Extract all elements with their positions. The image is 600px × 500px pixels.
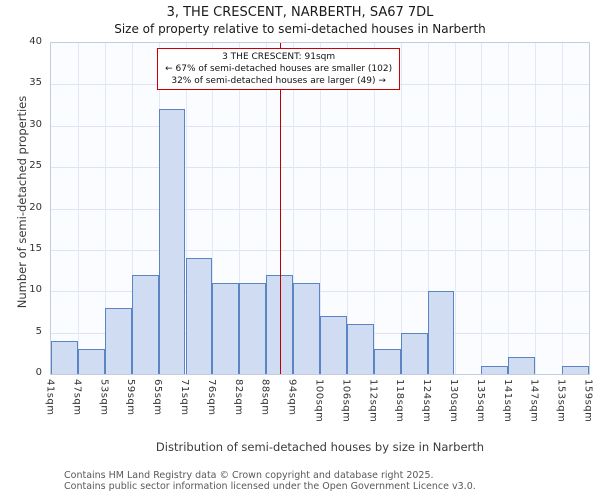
x-tick-label: 94sqm xyxy=(286,379,298,416)
x-tick-label: 153sqm xyxy=(555,379,567,423)
x-axis-label: Distribution of semi-detached houses by … xyxy=(155,440,485,454)
x-tick-label: 100sqm xyxy=(313,379,325,423)
marker-line xyxy=(279,43,281,374)
annotation-line-2: ← 67% of semi-detached houses are smalle… xyxy=(165,64,393,74)
gridline-vertical xyxy=(320,43,321,374)
x-tick-label: 53sqm xyxy=(98,379,110,416)
gridline-vertical xyxy=(454,43,456,374)
bar xyxy=(320,316,347,374)
x-tick-label: 47sqm xyxy=(71,379,83,416)
gridline-vertical xyxy=(185,43,187,374)
page-title: 3, THE CRESCENT, NARBERTH, SA67 7DL xyxy=(166,5,434,20)
y-tick-label: 5 xyxy=(35,325,42,337)
gridline-vertical xyxy=(481,43,483,374)
x-tick-label: 88sqm xyxy=(259,379,271,416)
gridline-vertical xyxy=(266,43,268,374)
gridline-vertical xyxy=(131,43,133,374)
bar xyxy=(508,357,536,374)
gridline-vertical xyxy=(400,43,402,374)
bar xyxy=(400,332,428,374)
x-tick-label: 118sqm xyxy=(394,379,406,423)
x-tick-label: 76sqm xyxy=(205,379,217,416)
x-tick-label: 65sqm xyxy=(152,379,164,416)
x-tick-label: 41sqm xyxy=(44,379,56,416)
x-tick-label: 82sqm xyxy=(232,379,244,416)
gridline-vertical xyxy=(562,43,564,374)
gridline-vertical xyxy=(104,43,106,374)
annotation-line-1: 3 THE CRESCENT: 91sqm xyxy=(222,52,336,62)
bar xyxy=(77,349,105,374)
x-tick-label: 141sqm xyxy=(501,379,513,423)
bar xyxy=(185,258,213,374)
y-tick-label: 30 xyxy=(29,118,42,130)
bar xyxy=(51,340,78,374)
plot-area xyxy=(50,42,590,375)
x-tick-label: 112sqm xyxy=(367,379,379,423)
footer-line-1: Contains HM Land Registry data © Crown c… xyxy=(64,470,434,481)
x-tick-label: 106sqm xyxy=(340,379,352,423)
bar xyxy=(562,365,589,374)
bar xyxy=(239,282,267,374)
y-tick-label: 15 xyxy=(29,242,42,254)
bar xyxy=(104,307,132,374)
y-tick-label: 10 xyxy=(29,284,42,296)
gridline-vertical xyxy=(373,43,375,374)
footer-line-2: Contains public sector information licen… xyxy=(64,481,476,492)
x-tick-label: 135sqm xyxy=(474,379,486,423)
x-tick-label: 147sqm xyxy=(528,379,540,423)
gridline-vertical xyxy=(293,43,295,374)
gridline-vertical xyxy=(427,43,429,374)
bar xyxy=(158,109,186,374)
y-tick-label: 0 xyxy=(35,367,42,378)
x-tick-label: 71sqm xyxy=(179,379,190,416)
y-tick-label: 40 xyxy=(29,36,42,47)
bar xyxy=(481,365,509,374)
gridline-vertical xyxy=(346,43,348,374)
gridline-vertical xyxy=(239,43,241,374)
x-tick-label: 124sqm xyxy=(421,379,433,423)
bar xyxy=(212,282,240,374)
x-tick-label: 130sqm xyxy=(448,379,459,423)
gridline-vertical xyxy=(77,43,79,374)
bar xyxy=(131,274,159,374)
gridline-vertical xyxy=(535,43,537,374)
bar xyxy=(266,274,294,374)
gridline-vertical xyxy=(212,43,214,374)
annotation-box: 3 THE CRESCENT: 91sqm ← 67% of semi-deta… xyxy=(157,48,401,90)
gridline-vertical xyxy=(508,43,510,374)
annotation-line-3: 32% of semi-detached houses are larger (… xyxy=(171,76,386,86)
x-tick-label: 59sqm xyxy=(125,379,137,416)
bar xyxy=(293,282,320,374)
bar xyxy=(427,291,455,374)
page-subtitle: Size of property relative to semi-detach… xyxy=(114,22,486,36)
bar xyxy=(373,349,401,374)
y-tick-label: 35 xyxy=(29,77,42,89)
bar xyxy=(346,324,374,374)
y-tick-label: 20 xyxy=(29,201,42,213)
y-tick-label: 25 xyxy=(29,160,42,172)
x-tick-label: 159sqm xyxy=(582,379,594,423)
